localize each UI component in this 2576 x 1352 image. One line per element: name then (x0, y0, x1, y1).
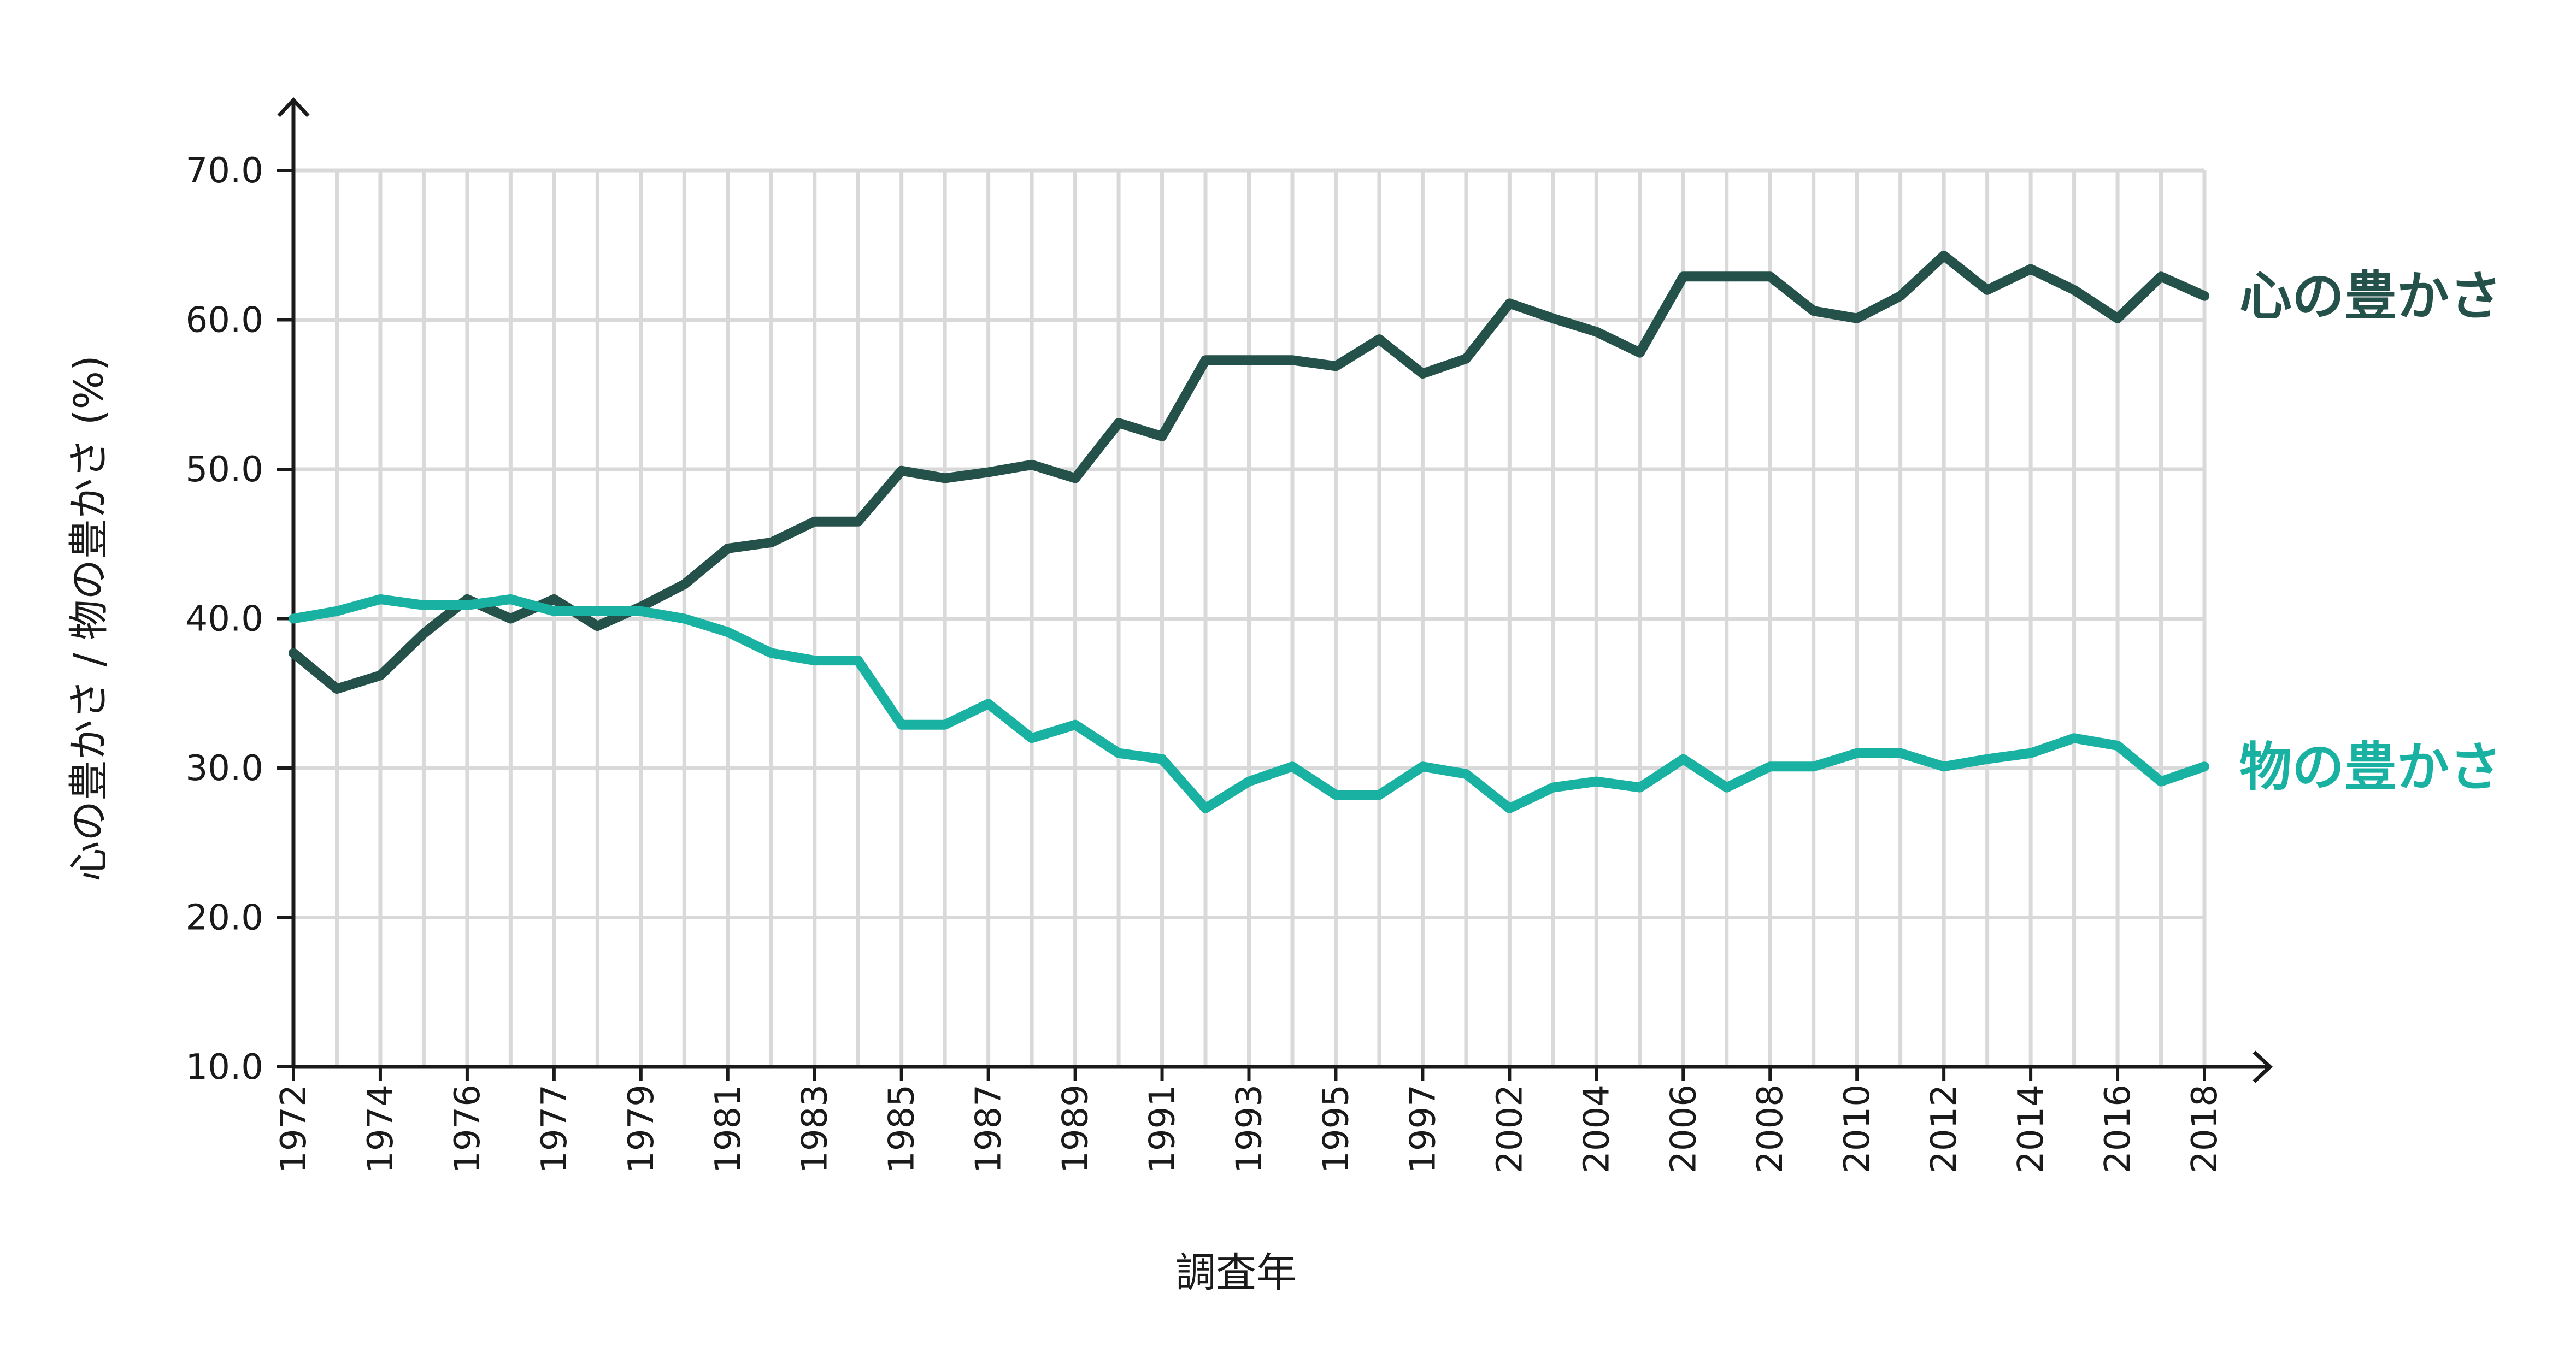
series-line-1 (289, 250, 2209, 694)
series-label-2: 物の豊かさ (2239, 736, 2502, 798)
x-tick-label: 1983 (795, 1084, 836, 1173)
y-tick-label: 40.0 (186, 599, 264, 640)
y-tick-label: 60.0 (186, 300, 264, 341)
x-tick-label: 2002 (1490, 1084, 1530, 1173)
x-tick-label: 2016 (2098, 1084, 2138, 1173)
y-tick-label: 50.0 (186, 450, 264, 490)
axes (277, 97, 2273, 1083)
x-tick-label: 1993 (1230, 1084, 1270, 1173)
y-axis-title: 心の豊かさ / 物の豊かさ (%) (66, 355, 113, 882)
x-tick-label: 2008 (1750, 1084, 1791, 1173)
x-tick-label: 1987 (969, 1084, 1009, 1173)
series-label-1: 心の豊かさ (2239, 266, 2502, 327)
x-tick-label: 2012 (1924, 1084, 1965, 1173)
y-tick-label: 30.0 (186, 748, 264, 789)
x-tick-label: 2018 (2185, 1084, 2225, 1173)
x-tick-label: 1974 (361, 1084, 401, 1173)
x-tick-label: 2006 (1663, 1084, 1704, 1173)
x-axis-arrow (2252, 1050, 2273, 1083)
labels: 10.0 20.0 30.0 40.0 50.0 60.0 70.0 1972 1974 1976… (66, 151, 2502, 1296)
x-tick-label: 1979 (621, 1084, 662, 1173)
x-tick-label: 1981 (708, 1084, 749, 1173)
x-tick-label: 1985 (882, 1084, 922, 1173)
x-tick-label: 1989 (1056, 1084, 1096, 1173)
series-line-2 (289, 594, 2209, 813)
grid (291, 168, 2207, 1067)
x-tick-label: 2004 (1577, 1084, 1617, 1173)
series (289, 250, 2209, 813)
x-axis-title: 調査年 (1175, 1249, 1297, 1296)
y-tick-label: 20.0 (186, 898, 264, 938)
y-tick-label: 70.0 (186, 151, 264, 191)
x-tick-label: 1995 (1316, 1084, 1356, 1173)
x-tick-label: 2014 (2011, 1084, 2051, 1173)
y-axis-arrow (277, 97, 310, 117)
x-tick-label: 1997 (1403, 1084, 1443, 1173)
y-tick-label: 10.0 (186, 1047, 264, 1088)
x-tick-label: 1977 (534, 1084, 575, 1173)
x-tick-label: 1991 (1143, 1084, 1183, 1173)
x-tick-label: 1972 (274, 1084, 314, 1173)
x-tick-label: 1976 (448, 1084, 488, 1173)
x-tick-label: 2010 (1837, 1084, 1878, 1173)
